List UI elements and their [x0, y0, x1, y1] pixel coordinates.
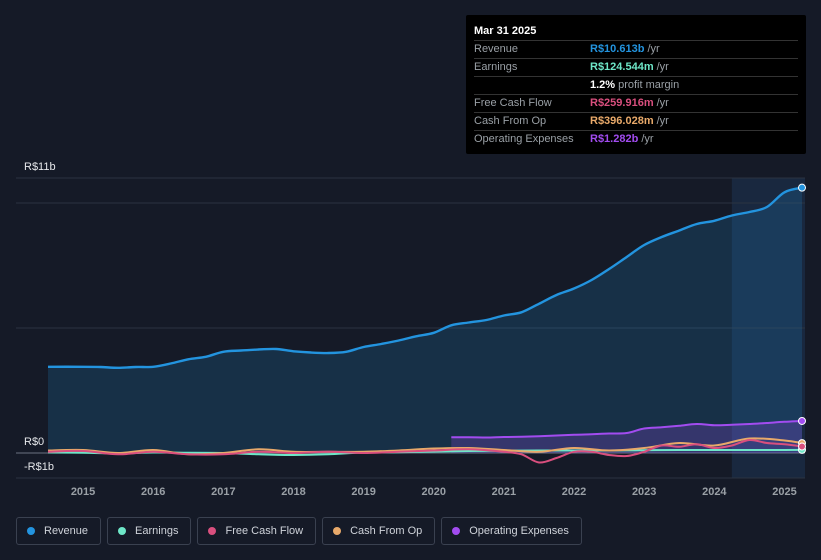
tooltip-row: Earnings R$124.544m/yr [474, 59, 798, 77]
legend-item-cash-from-op[interactable]: Cash From Op [322, 517, 436, 545]
tooltip-row: Free Cash Flow R$259.916m/yr [474, 95, 798, 113]
tooltip-value: 1.2% [590, 79, 616, 91]
legend-item-free-cash-flow[interactable]: Free Cash Flow [197, 517, 317, 545]
revenue-line [47, 186, 803, 369]
x-tick-label: 2025 [772, 486, 796, 498]
tooltip-date: Mar 31 2025 [474, 23, 798, 41]
y-label-top: R$11b [24, 161, 56, 173]
x-tick-label: 2018 [281, 486, 305, 498]
legend-dot-icon [208, 527, 217, 535]
chart-legend: Revenue Earnings Free Cash Flow Cash From O… [16, 517, 582, 545]
x-tick-label: 2022 [562, 486, 586, 498]
x-tick-label: 2023 [632, 486, 656, 498]
tooltip-label: Earnings [474, 61, 518, 73]
tooltip-unit: /yr [656, 115, 669, 127]
tooltip-value: R$10.613b [590, 43, 645, 55]
tooltip-unit: /yr [641, 133, 654, 145]
tooltip-row: Operating Expenses R$1.282b/yr [474, 131, 798, 148]
legend-item-operating-expenses[interactable]: Operating Expenses [441, 517, 582, 545]
legend-dot-icon [452, 527, 461, 535]
tooltip-unit: /yr [656, 97, 669, 109]
tooltip-label [474, 77, 590, 94]
tooltip-label: Operating Expenses [474, 133, 574, 145]
free-cash-flow-line [47, 438, 803, 464]
operating-expenses-line [451, 419, 803, 439]
tooltip-row: 1.2% profit margin [474, 77, 798, 95]
data-tooltip: Mar 31 2025 Revenue R$10.613b/yr Earnings R… [466, 15, 806, 154]
x-tick-label: 2017 [211, 486, 235, 498]
legend-label: Free Cash Flow [225, 525, 304, 537]
tooltip-row: Revenue R$10.613b/yr [474, 41, 798, 59]
operating-expenses-end-point [798, 416, 806, 425]
legend-dot-icon [118, 527, 127, 535]
tooltip-value: R$259.916m [590, 97, 654, 109]
legend-label: Revenue [44, 525, 89, 537]
tooltip-unit: /yr [656, 61, 669, 73]
tooltip-unit: profit margin [618, 79, 680, 91]
legend-dot-icon [27, 527, 35, 535]
tooltip-label: Cash From Op [474, 115, 547, 127]
x-tick-label: 2020 [422, 486, 446, 498]
x-tick-label: 2015 [71, 486, 95, 498]
tooltip-value: R$396.028m [590, 115, 654, 127]
revenue-end-point [798, 183, 806, 192]
free-cash-flow-end-point [798, 442, 806, 451]
y-label-zero: R$0 [24, 436, 44, 448]
x-tick-label: 2021 [492, 486, 516, 498]
legend-label: Cash From Op [350, 525, 423, 537]
x-tick-label: 2016 [141, 486, 165, 498]
legend-item-earnings[interactable]: Earnings [107, 517, 192, 545]
tooltip-unit: /yr [647, 43, 660, 55]
legend-item-revenue[interactable]: Revenue [16, 517, 102, 545]
revenue-area [48, 187, 802, 453]
legend-label: Operating Expenses [469, 525, 569, 537]
x-tick-label: 2024 [702, 486, 727, 498]
y-label-bottom: -R$1b [24, 461, 54, 473]
legend-dot-icon [333, 527, 342, 535]
legend-label: Earnings [135, 525, 179, 537]
tooltip-value: R$1.282b [590, 133, 639, 145]
tooltip-row: Cash From Op R$396.028m/yr [474, 113, 798, 131]
tooltip-label: Revenue [474, 43, 519, 55]
tooltip-value: R$124.544m [590, 61, 654, 73]
tooltip-label: Free Cash Flow [474, 97, 552, 109]
x-tick-label: 2019 [351, 486, 375, 498]
